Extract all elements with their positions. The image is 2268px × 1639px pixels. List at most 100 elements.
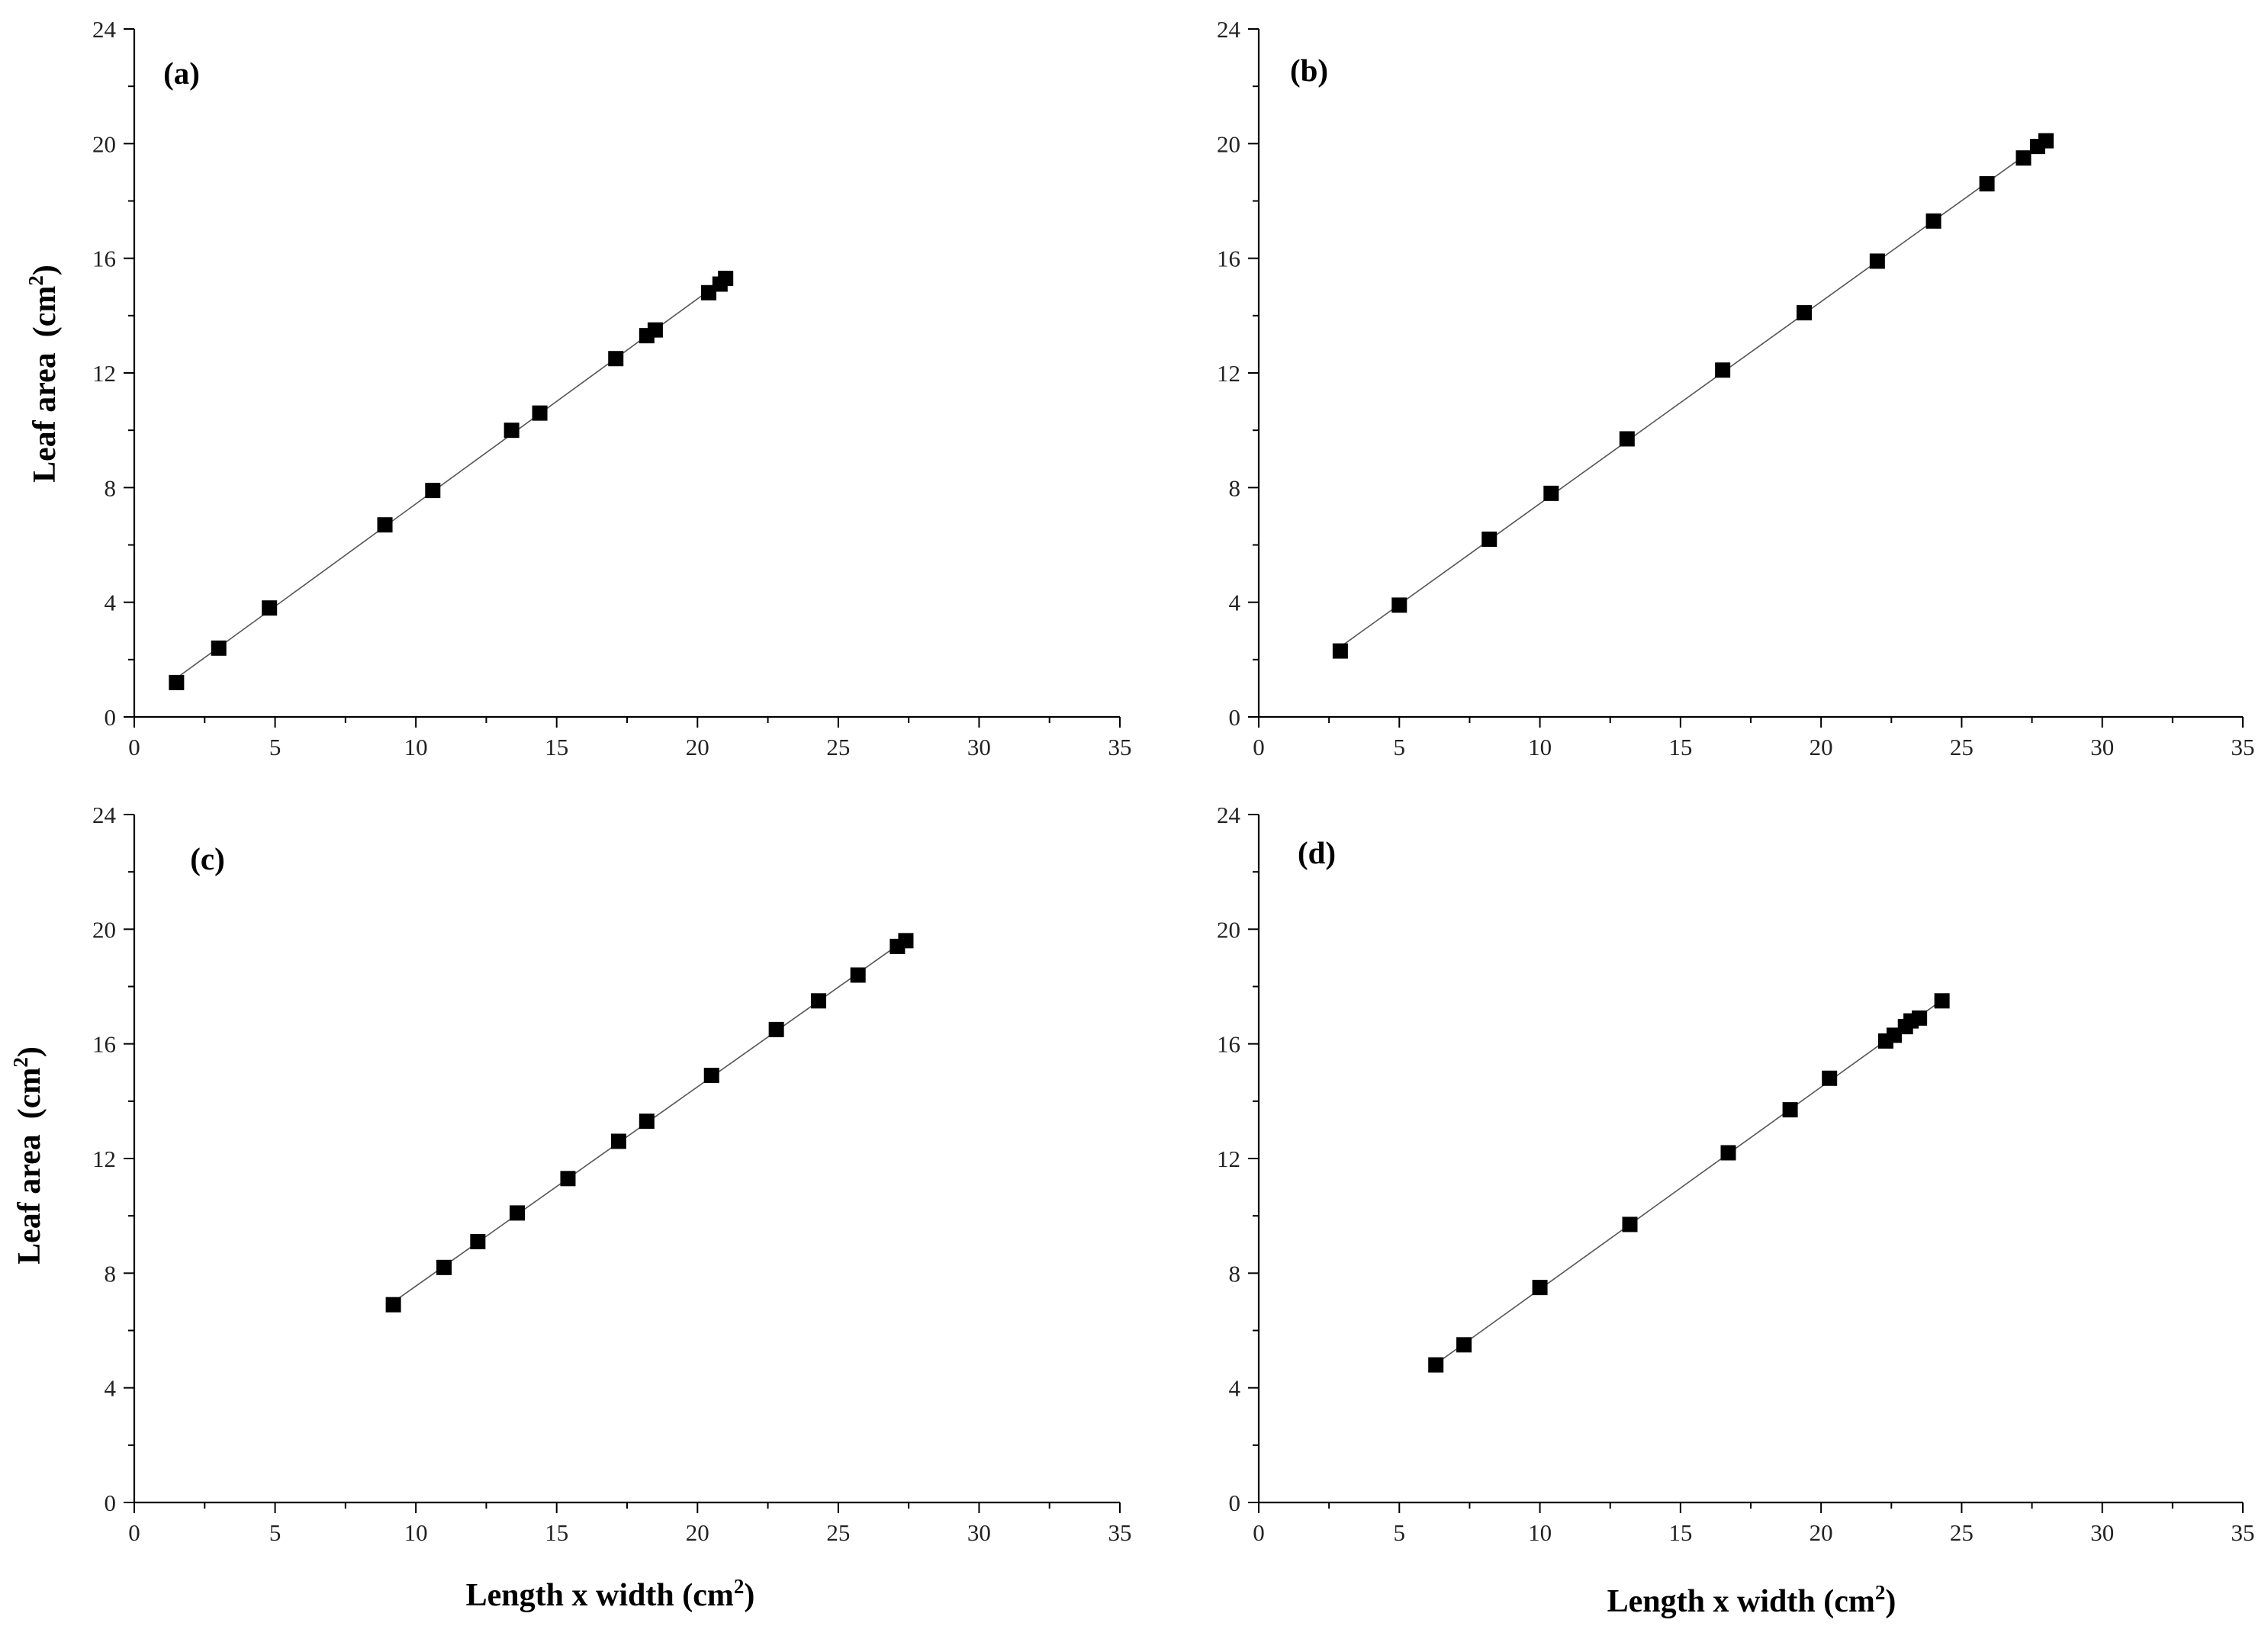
- y-tick-label: 16: [92, 246, 116, 272]
- data-point: [1822, 1070, 1838, 1086]
- y-tick-label: 24: [1217, 802, 1241, 828]
- x-tick-label: 35: [1108, 1519, 1132, 1546]
- data-point: [262, 600, 278, 616]
- data-point: [211, 640, 227, 656]
- data-point: [850, 967, 866, 983]
- y-axis-title: Leaf area (cm2): [24, 265, 63, 483]
- data-point: [1869, 253, 1885, 269]
- y-tick-label: 4: [105, 1375, 117, 1402]
- y-tick-label: 20: [1217, 130, 1240, 157]
- data-point: [2038, 133, 2054, 149]
- y-axis-title: Leaf area (cm2): [9, 1046, 47, 1265]
- panel-b: 0 5 10 15 20 25 30 35 0 4 8 12 16 20 24 (b): [1217, 16, 2255, 760]
- data-point: [503, 423, 520, 439]
- data-point: [2015, 150, 2032, 166]
- x-tick-label: 35: [2231, 734, 2255, 760]
- y-tick-label: 16: [1217, 1031, 1240, 1058]
- y-axis-title-sup: 2: [24, 275, 47, 286]
- data-point: [425, 483, 441, 499]
- y-tick-label: 24: [92, 802, 117, 828]
- data-point: [510, 1205, 526, 1221]
- data-point: [703, 1068, 719, 1084]
- data-point: [608, 351, 624, 367]
- data-point: [1715, 362, 1731, 378]
- data-point: [436, 1259, 452, 1275]
- x-tick-label: 10: [1528, 1519, 1552, 1546]
- x-axis-title: Length x width (cm2): [1607, 1581, 1896, 1619]
- y-tick-label: 12: [92, 360, 116, 387]
- data-point: [610, 1133, 626, 1149]
- data-point: [1782, 1102, 1798, 1118]
- panel-label: (c): [190, 841, 225, 876]
- data-point: [718, 270, 734, 286]
- x-axis-title-close: ): [1885, 1584, 1896, 1619]
- data-point: [811, 993, 827, 1009]
- y-tick-label: 4: [105, 590, 117, 616]
- y-tick-label: 8: [1229, 474, 1241, 501]
- y-tick-label: 24: [1217, 16, 1241, 43]
- x-tick-label: 0: [128, 734, 140, 760]
- data-point: [1456, 1337, 1472, 1353]
- y-axis-title-unit: (cm: [12, 1068, 47, 1120]
- y-tick-label: 20: [1217, 916, 1240, 943]
- x-axis-title-sup: 2: [1875, 1581, 1886, 1604]
- y-tick-label: 4: [1229, 590, 1241, 616]
- data-point: [1720, 1145, 1736, 1161]
- x-tick-label: 35: [2231, 1519, 2255, 1546]
- y-tick-label: 8: [105, 1260, 117, 1287]
- y-axis-title-text: Leaf area: [27, 352, 63, 483]
- y-tick-label: 20: [92, 916, 116, 943]
- x-tick-label: 15: [545, 1519, 568, 1546]
- y-axis-title-unit: (cm: [27, 286, 63, 338]
- data-point: [1428, 1357, 1444, 1373]
- y-tick-label: 4: [1229, 1375, 1241, 1402]
- data-point: [1532, 1280, 1548, 1296]
- x-tick-label: 0: [1253, 1519, 1265, 1546]
- y-tick-label: 24: [92, 16, 117, 43]
- x-tick-label: 25: [1950, 734, 1974, 760]
- data-point: [1934, 993, 1950, 1009]
- x-tick-label: 15: [545, 734, 568, 760]
- y-axis-title-text: Leaf area: [12, 1134, 47, 1265]
- y-tick-label: 8: [1229, 1260, 1241, 1287]
- x-tick-label: 30: [2090, 1519, 2114, 1546]
- x-axis-title: Length x width (cm2): [466, 1575, 755, 1613]
- data-point: [768, 1021, 784, 1037]
- panel-d: 0 5 10 15 20 25 30 35 0 4 8 12 16 20 24 (d) Length x wid…: [1217, 802, 2255, 1619]
- x-tick-label: 0: [1253, 734, 1265, 760]
- x-tick-label: 30: [967, 734, 991, 760]
- x-tick-label: 5: [1394, 734, 1406, 760]
- y-tick-label: 12: [1217, 360, 1240, 387]
- data-point: [1391, 597, 1407, 613]
- data-point: [169, 674, 185, 690]
- data-point: [1619, 431, 1635, 447]
- x-tick-label: 25: [826, 1519, 850, 1546]
- panel-a: 0 5 10 15 20 25 30 35 0 4 8 12 16 20 24 (a) Leaf area (cm…: [24, 16, 1132, 760]
- data-point: [377, 517, 393, 533]
- data-point: [385, 1297, 401, 1313]
- data-point: [1481, 531, 1498, 547]
- x-tick-label: 5: [269, 734, 281, 760]
- data-point: [1332, 643, 1348, 659]
- y-axis-title-sup: 2: [9, 1057, 32, 1068]
- panel-label: (d): [1298, 835, 1336, 870]
- x-axis-title-sup: 2: [734, 1575, 745, 1598]
- x-tick-label: 20: [686, 1519, 709, 1546]
- data-point: [647, 322, 663, 338]
- y-tick-label: 0: [105, 704, 117, 731]
- x-tick-label: 25: [826, 734, 850, 760]
- y-tick-label: 12: [92, 1146, 116, 1172]
- x-tick-label: 20: [1810, 1519, 1833, 1546]
- x-tick-label: 5: [1394, 1519, 1406, 1546]
- x-axis-title-close: ): [744, 1578, 754, 1613]
- data-point: [1622, 1216, 1638, 1232]
- data-point: [898, 933, 914, 949]
- data-point: [1979, 175, 1995, 191]
- y-tick-label: 0: [1229, 1490, 1241, 1516]
- y-axis-title-close: ): [12, 1046, 47, 1057]
- data-point: [1912, 1010, 1928, 1026]
- data-point: [1925, 213, 1941, 229]
- data-point: [560, 1171, 576, 1187]
- data-point: [532, 405, 548, 421]
- x-tick-label: 25: [1950, 1519, 1974, 1546]
